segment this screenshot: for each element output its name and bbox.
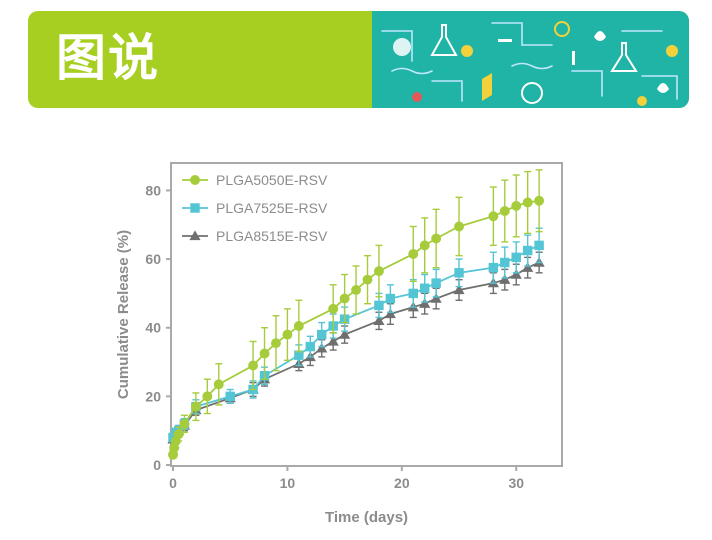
header-banner: 图说 xyxy=(28,11,689,108)
data-point xyxy=(173,429,184,440)
data-point xyxy=(225,391,235,402)
data-point xyxy=(522,262,534,272)
dot-icon xyxy=(637,96,647,106)
ring-icon xyxy=(521,82,543,104)
data-point xyxy=(408,248,419,259)
data-point xyxy=(522,197,533,208)
data-point xyxy=(453,284,465,295)
banner-title: 图说 xyxy=(56,29,160,87)
data-point xyxy=(373,315,385,326)
data-point xyxy=(294,350,304,360)
dot-icon xyxy=(412,92,422,102)
y-axis: 0 20 40 60 80 xyxy=(145,182,171,473)
x-tick-label: 30 xyxy=(508,475,524,491)
data-point xyxy=(373,266,384,277)
dot-icon xyxy=(461,45,473,57)
data-point xyxy=(362,274,373,285)
flask-icon xyxy=(430,24,458,56)
data-point xyxy=(190,401,201,412)
y-axis-label: Cumulative Release (%) xyxy=(115,230,132,399)
data-point xyxy=(339,293,350,304)
data-point xyxy=(328,303,339,314)
x-tick-label: 10 xyxy=(280,475,296,491)
series-PLGA7525E-RSV xyxy=(168,227,544,443)
y-tick-label: 0 xyxy=(153,457,161,473)
banner-pattern xyxy=(372,11,689,108)
data-point xyxy=(271,338,281,349)
dot-icon xyxy=(393,38,411,56)
drop-icon xyxy=(594,31,606,41)
data-point xyxy=(351,285,362,295)
plot-frame xyxy=(170,162,563,467)
data-point xyxy=(339,329,351,339)
data-point xyxy=(179,418,190,429)
x-tick-label: 20 xyxy=(394,475,410,491)
bar-icon xyxy=(572,51,575,65)
data-point xyxy=(259,348,270,359)
drop-icon xyxy=(657,83,669,93)
data-point xyxy=(488,211,499,222)
data-point xyxy=(499,206,510,216)
series-PLGA5050E-RSV xyxy=(168,169,545,460)
data-point xyxy=(431,233,442,244)
data-point xyxy=(316,342,328,353)
data-point xyxy=(534,195,545,206)
data-point xyxy=(327,335,339,346)
data-point xyxy=(510,268,522,279)
data-point xyxy=(454,268,464,278)
y-tick-label: 60 xyxy=(145,251,161,267)
y-tick-label: 20 xyxy=(145,388,161,404)
legend-label: PLGA8515E-RSV xyxy=(216,228,328,244)
data-point xyxy=(454,221,464,232)
data-point xyxy=(384,308,396,319)
legend-marker xyxy=(189,230,201,241)
legend-marker xyxy=(190,203,200,213)
x-axis: 0 10 20 30 xyxy=(169,466,524,491)
x-axis-label: Time (days) xyxy=(325,509,408,526)
data-point xyxy=(202,391,213,402)
data-point xyxy=(213,379,224,390)
data-point xyxy=(430,292,442,303)
data-point xyxy=(282,329,293,340)
x-tick-label: 0 xyxy=(169,475,177,491)
data-point xyxy=(522,245,533,256)
tube-icon xyxy=(482,73,492,101)
data-point xyxy=(499,274,511,284)
data-point xyxy=(419,240,430,251)
bar-icon xyxy=(498,39,512,42)
data-point xyxy=(511,200,522,211)
data-point xyxy=(419,283,430,293)
y-tick-label: 80 xyxy=(145,182,161,198)
data-point xyxy=(431,278,441,288)
data-point xyxy=(419,298,431,308)
pattern-background xyxy=(372,11,689,108)
legend-marker xyxy=(190,175,200,185)
data-point xyxy=(248,360,259,371)
data-point xyxy=(488,262,499,273)
legend-label: PLGA7525E-RSV xyxy=(216,200,328,216)
data-point xyxy=(317,329,327,340)
data-point xyxy=(511,252,521,263)
legend-label: PLGA5050E-RSV xyxy=(216,172,328,188)
data-point xyxy=(293,321,304,331)
data-point xyxy=(408,288,418,299)
series-layer xyxy=(167,169,545,460)
data-point xyxy=(305,341,316,352)
dot-icon xyxy=(666,45,678,57)
data-point xyxy=(500,257,510,268)
data-point xyxy=(534,240,544,251)
ring-icon xyxy=(554,21,570,37)
data-point xyxy=(385,293,396,304)
y-tick-label: 40 xyxy=(145,320,161,336)
flask-icon xyxy=(610,42,638,72)
data-point xyxy=(374,300,384,311)
legend: PLGA5050E-RSV PLGA7525E-RSV PLGA8515E-RSV xyxy=(182,172,328,244)
